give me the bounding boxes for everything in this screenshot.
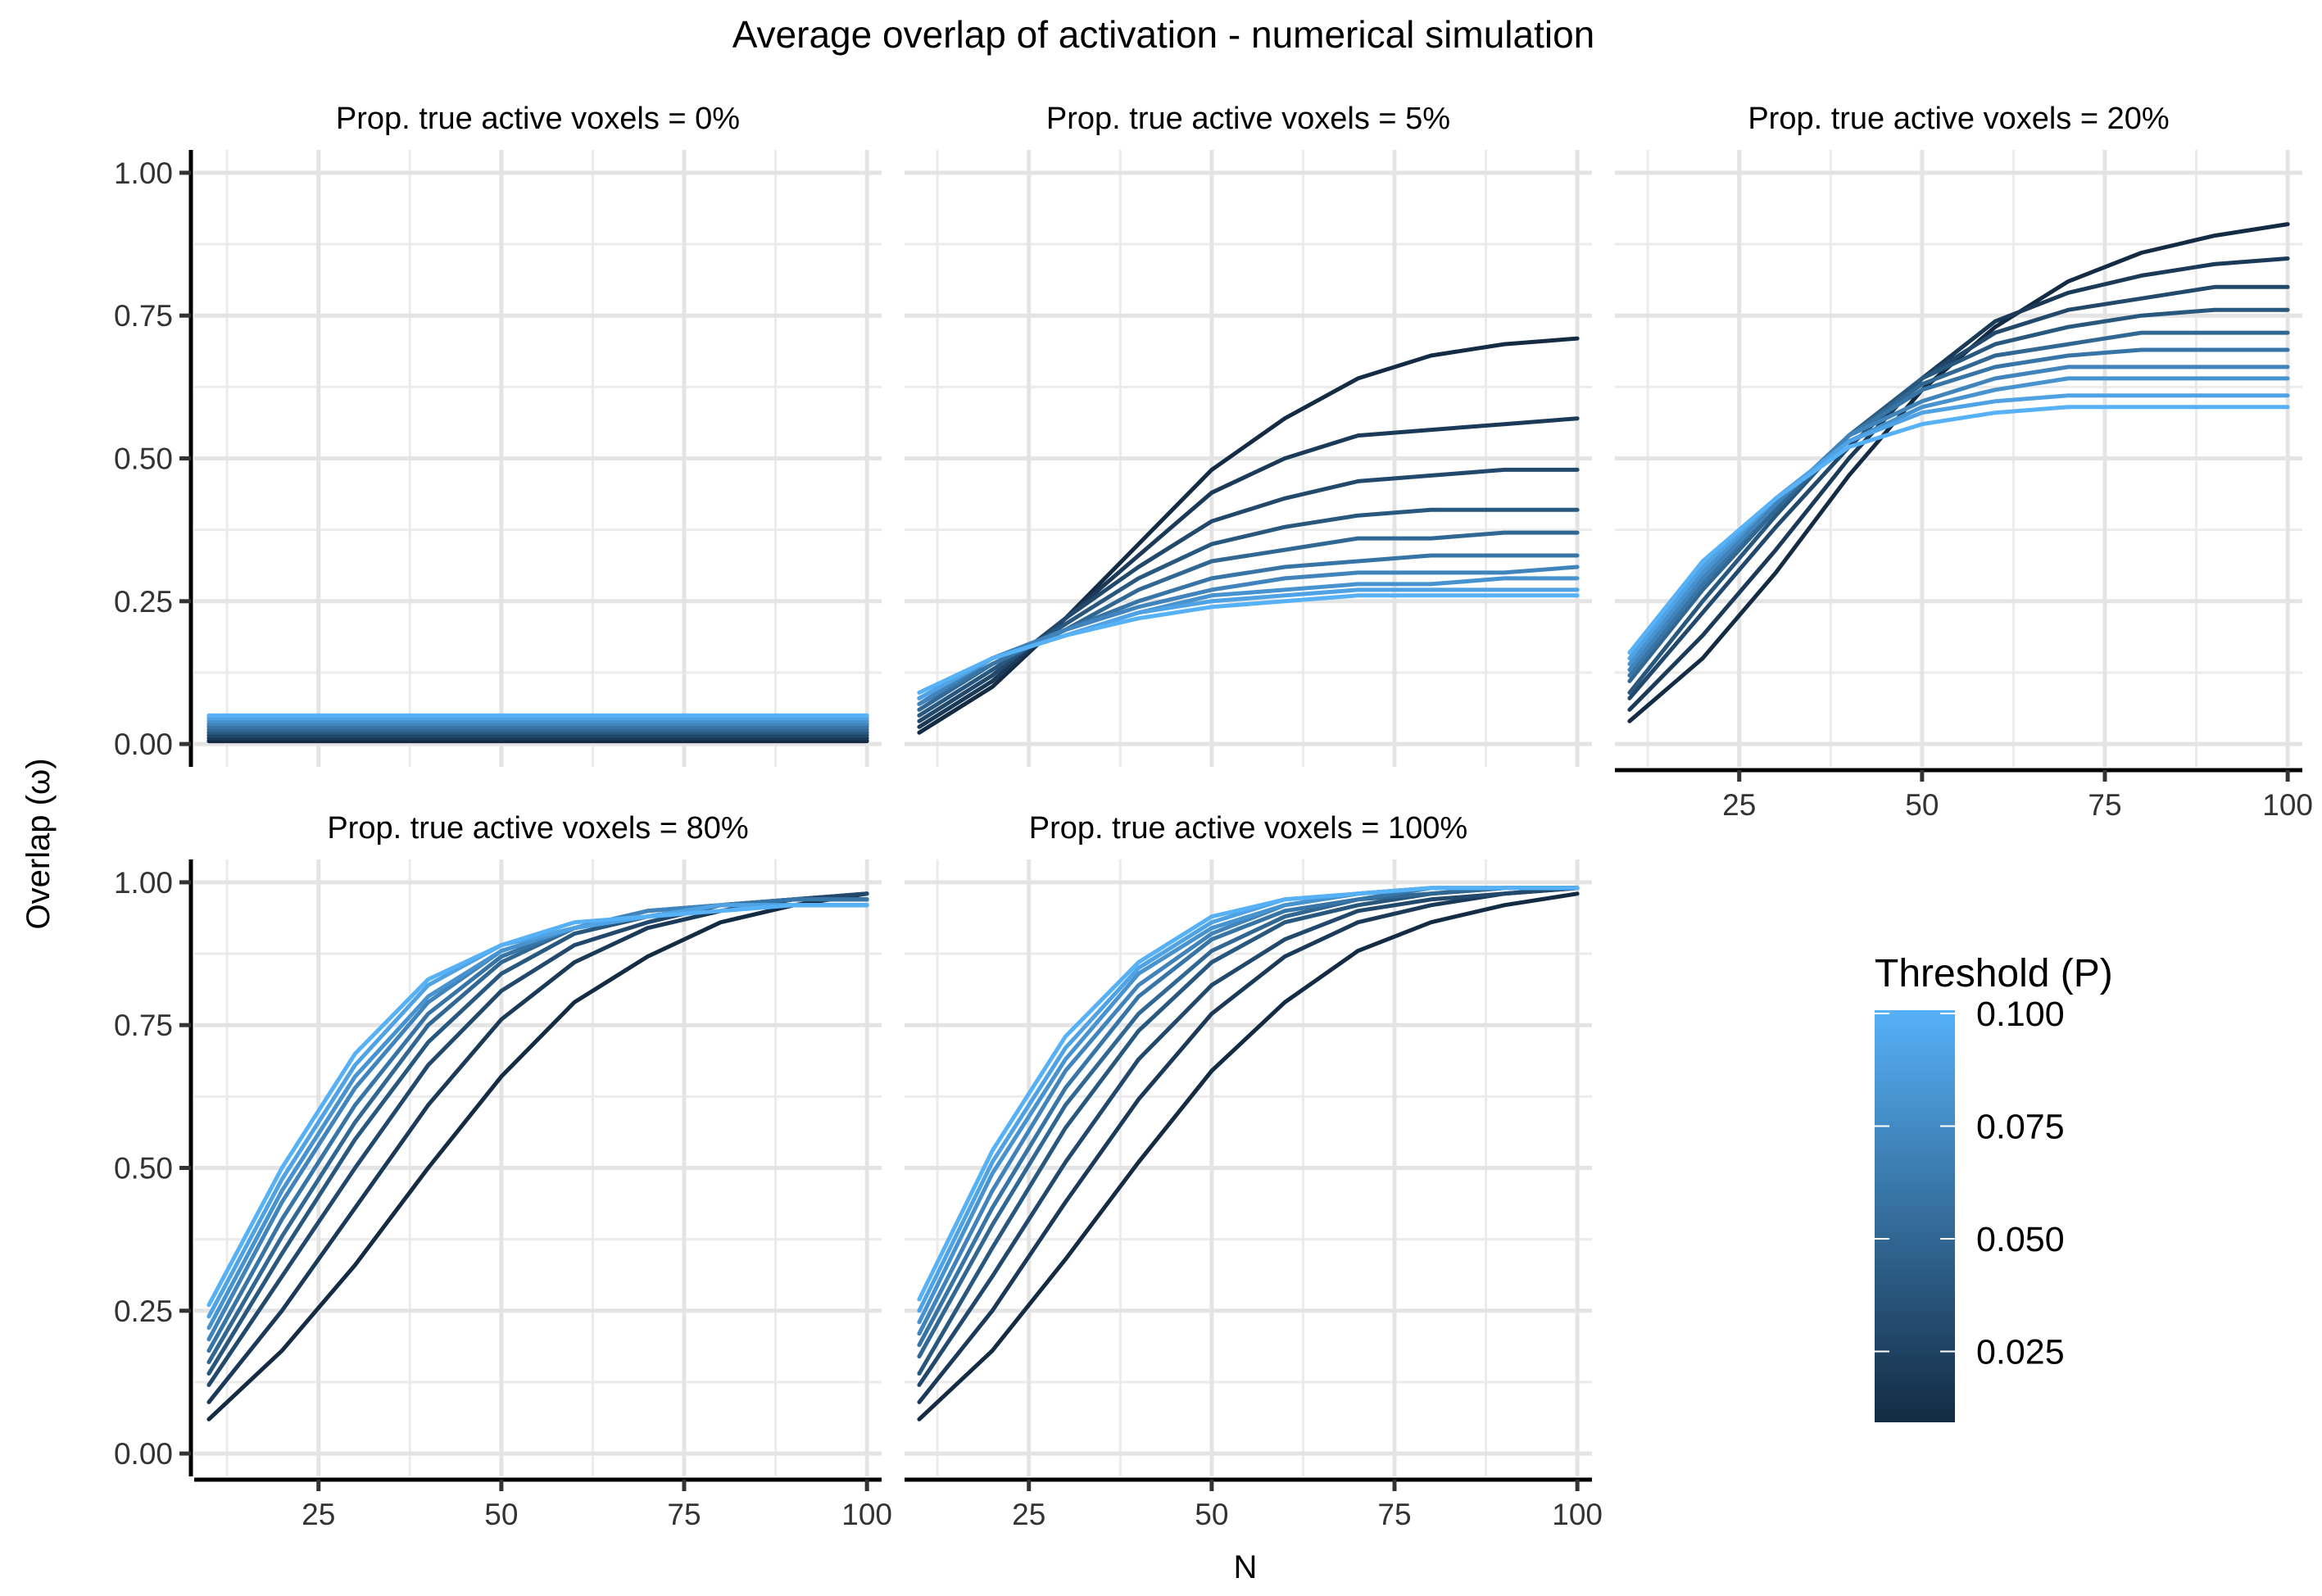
- x-tick-label: 50: [1195, 1498, 1228, 1531]
- series-line-threshold-0.08: [1627, 376, 2290, 666]
- series-line-threshold-0.06: [917, 886, 1580, 1348]
- series-line-threshold-0.04: [1627, 307, 2290, 695]
- series-line-threshold-0.01: [206, 891, 869, 1421]
- colorbar-tick-label: 0.075: [1976, 1108, 2065, 1147]
- colorbar-tick-label: 0.025: [1976, 1333, 2065, 1372]
- colorbar-ticks: 0.025 0.050 0.075 0.100: [1875, 995, 2065, 1372]
- x-tick-label: 100: [1552, 1498, 1603, 1531]
- series-line-threshold-0.05: [917, 886, 1580, 1359]
- y-tick-label: 0.25: [114, 585, 173, 619]
- series-line-threshold-0.02: [917, 886, 1580, 1404]
- series-line-threshold-0.1: [206, 903, 869, 1308]
- series-line-threshold-0.01: [917, 891, 1580, 1421]
- series-lines: [1627, 222, 2290, 723]
- series-line-threshold-0.09: [1627, 393, 2290, 660]
- series-line-threshold-0.03: [917, 886, 1580, 1387]
- facet-panel-4: Prop. true active voxels = 80%0.000.250.…: [114, 811, 892, 1531]
- colorbar-tick-label: 0.100: [1976, 995, 2065, 1034]
- facet-panels: Prop. true active voxels = 0% 0.00 0.25 0.5…: [114, 102, 2313, 1531]
- x-axis: 25 50 75 100: [194, 1477, 892, 1531]
- series-line-threshold-0.02: [917, 416, 1580, 729]
- threshold-legend: Threshold (P) 0.025 0.050 0.075 0.100: [1875, 952, 2113, 1422]
- facet-panel-1: Prop. true active voxels = 0% 0.00 0.25 0.5…: [114, 102, 882, 767]
- y-tick-label: 1.00: [114, 156, 173, 190]
- facet-strip-label: Prop. true active voxels = 80%: [327, 811, 748, 846]
- series-lines: [917, 886, 1580, 1421]
- series-line-threshold-0.04: [917, 507, 1580, 718]
- series-line-threshold-0.01: [1627, 222, 2290, 723]
- y-tick-label: 0.50: [114, 442, 173, 476]
- facet-strip-label: Prop. true active voxels = 20%: [1748, 102, 2169, 136]
- series-line-threshold-0.02: [1627, 256, 2290, 712]
- x-axis: 25 50 75 100: [1615, 768, 2313, 822]
- y-axis: 0.00 0.25 0.50 0.75 1.00: [114, 859, 193, 1476]
- series-line-threshold-0.07: [1627, 365, 2290, 672]
- series-line-threshold-0.1: [1627, 405, 2290, 655]
- grid-lines: [194, 150, 882, 767]
- colorbar-tick-label: 0.050: [1976, 1220, 2065, 1259]
- x-axis-title: N: [1234, 1549, 1258, 1585]
- x-axis: 25 50 75 100: [905, 1477, 1603, 1531]
- series-line-threshold-0.09: [206, 903, 869, 1319]
- x-tick-label: 50: [1905, 788, 1939, 822]
- legend-title: Threshold (P): [1875, 952, 2113, 995]
- x-tick-label: 25: [1722, 788, 1756, 822]
- series-line-threshold-0.01: [917, 336, 1580, 735]
- facet-panel-5: Prop. true active voxels = 100% 25 50 75 100: [905, 811, 1603, 1531]
- chart-title: Average overlap of activation - numerica…: [732, 13, 1595, 56]
- x-tick-label: 75: [1377, 1498, 1411, 1531]
- series-lines: [917, 336, 1580, 735]
- x-tick-label: 100: [841, 1498, 892, 1531]
- x-tick-label: 50: [484, 1498, 518, 1531]
- facet-strip-label: Prop. true active voxels = 100%: [1029, 811, 1467, 846]
- x-tick-label: 75: [2088, 788, 2121, 822]
- facet-strip-label: Prop. true active voxels = 5%: [1046, 102, 1450, 136]
- y-axis: 0.00 0.25 0.50 0.75 1.00: [114, 150, 193, 767]
- series-line-threshold-0.09: [917, 886, 1580, 1313]
- series-line-threshold-0.07: [917, 564, 1580, 706]
- series-line-threshold-0.1: [917, 886, 1580, 1302]
- x-tick-label: 25: [302, 1498, 335, 1531]
- x-tick-label: 100: [2262, 788, 2313, 822]
- series-line-threshold-0.05: [917, 530, 1580, 712]
- y-tick-label: 0.50: [114, 1152, 173, 1186]
- x-tick-label: 25: [1012, 1498, 1045, 1531]
- series-line-threshold-0.1: [917, 593, 1580, 695]
- grid-lines: [905, 150, 1592, 767]
- series-lines: [206, 713, 869, 744]
- y-tick-label: 1.00: [114, 866, 173, 900]
- series-lines: [206, 891, 869, 1421]
- colorbar: [1875, 1010, 1955, 1422]
- y-axis-title: Overlap (ω): [20, 758, 57, 929]
- series-line-threshold-0.03: [1627, 284, 2290, 701]
- y-tick-label: 0.25: [114, 1294, 173, 1328]
- facet-panel-2: Prop. true active voxels = 5%: [905, 102, 1592, 767]
- grid-lines: [1615, 150, 2302, 767]
- series-line-threshold-0.05: [1627, 330, 2290, 683]
- x-tick-label: 75: [667, 1498, 701, 1531]
- y-tick-label: 0.75: [114, 1009, 173, 1042]
- facet-strip-label: Prop. true active voxels = 0%: [336, 102, 740, 136]
- y-tick-label: 0.00: [114, 1437, 173, 1471]
- facet-panel-3: Prop. true active voxels = 20% 25 50 75 100: [1615, 102, 2313, 822]
- series-line-threshold-0.06: [917, 553, 1580, 706]
- y-tick-label: 0.75: [114, 299, 173, 333]
- y-tick-label: 0.00: [114, 728, 173, 761]
- series-line-threshold-0.06: [206, 897, 869, 1353]
